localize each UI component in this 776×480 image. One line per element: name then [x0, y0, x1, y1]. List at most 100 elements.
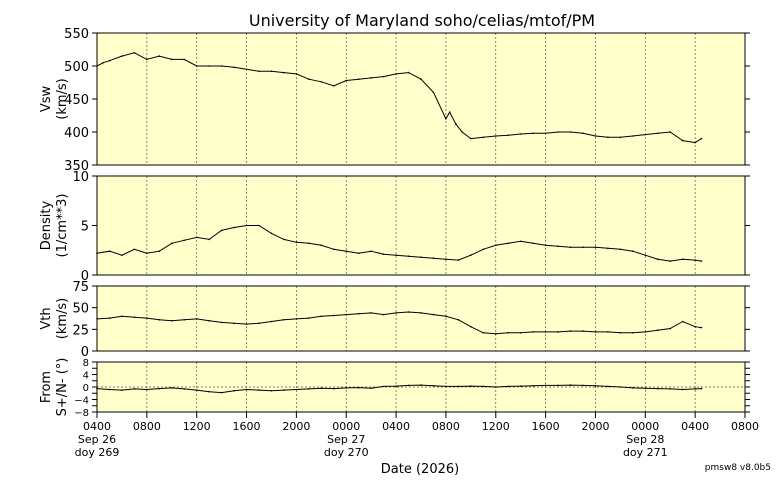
- x-tick-label: 1600: [532, 420, 560, 433]
- data-point: [171, 242, 173, 245]
- data-point: [308, 242, 310, 245]
- data-point: [445, 118, 447, 120]
- chart-panels: 350400450500550Vsw(km/s)0510Density(1/cm…: [39, 27, 750, 419]
- data-point: [283, 71, 285, 74]
- data-point: [432, 385, 435, 387]
- data-point: [607, 385, 609, 388]
- data-point: [270, 320, 273, 323]
- data-point: [669, 131, 671, 133]
- data-point: [669, 388, 671, 390]
- data-point: [482, 385, 485, 388]
- data-point: [308, 317, 310, 319]
- data-point: [220, 391, 223, 394]
- data-point: [357, 78, 360, 80]
- data-point: [195, 389, 198, 391]
- y-axis-label-line: Density: [39, 200, 54, 250]
- data-point: [333, 314, 335, 317]
- data-point: [532, 242, 534, 245]
- data-point: [644, 133, 647, 136]
- y-axis-label-line: Vsw: [39, 85, 54, 112]
- data-point: [133, 52, 136, 54]
- data-point: [700, 137, 703, 140]
- data-point: [569, 131, 572, 133]
- y-tick-label: 0: [83, 383, 89, 394]
- data-point: [258, 389, 260, 391]
- data-point: [121, 55, 123, 57]
- data-point: [345, 79, 348, 82]
- data-point: [544, 384, 547, 387]
- data-point: [569, 330, 572, 332]
- data-point: [295, 388, 298, 391]
- x-day-date-label: Sep 27: [327, 433, 365, 446]
- data-point: [283, 389, 285, 391]
- data-point: [245, 224, 248, 227]
- data-point: [470, 137, 472, 140]
- data-point: [208, 238, 210, 241]
- data-point: [681, 388, 684, 391]
- data-point: [582, 246, 584, 249]
- data-point: [133, 388, 136, 390]
- data-point: [544, 132, 547, 135]
- data-point: [457, 259, 460, 261]
- y-axis-label: FromS+/N- (°): [39, 358, 70, 417]
- data-point: [407, 311, 410, 313]
- data-point: [108, 59, 111, 62]
- data-point: [233, 66, 235, 69]
- data-point: [407, 71, 410, 74]
- data-point: [582, 132, 584, 135]
- data-point: [121, 254, 123, 256]
- data-point: [594, 246, 597, 249]
- data-point: [420, 256, 422, 259]
- data-point: [432, 313, 435, 316]
- data-point: [432, 91, 435, 94]
- data-point: [582, 330, 584, 332]
- y-tick-label: 25: [72, 323, 89, 338]
- data-point: [482, 248, 485, 251]
- data-point: [495, 332, 497, 335]
- x-tick-label: 0000: [332, 420, 360, 433]
- x-tick-label: 0400: [83, 420, 111, 433]
- x-tick-label: 0400: [681, 420, 709, 433]
- data-point: [320, 81, 323, 83]
- data-point: [461, 131, 463, 133]
- data-point: [694, 325, 696, 328]
- y-axis-label-line: (1/cm**3): [55, 194, 70, 258]
- data-point: [657, 329, 659, 332]
- data-point: [632, 332, 634, 334]
- data-point: [507, 385, 510, 388]
- data-point: [195, 65, 198, 67]
- data-point: [108, 250, 111, 252]
- data-point: [700, 326, 703, 329]
- data-point: [333, 248, 335, 251]
- panel-speed: 350 400 450 500 550 Vsw(km/s): [39, 27, 750, 174]
- data-point: [532, 132, 534, 135]
- data-point: [445, 258, 447, 261]
- data-point: [283, 319, 285, 321]
- series-line-density: [96, 225, 702, 262]
- data-point: [657, 258, 659, 261]
- data-point: [258, 70, 260, 73]
- data-point: [382, 75, 385, 78]
- data-point: [183, 319, 185, 321]
- x-axis-label: Date (2026): [381, 462, 459, 477]
- chart-title: University of Maryland soho/celias/mtof/…: [249, 11, 595, 30]
- data-point: [382, 313, 385, 316]
- y-axis-label: Vsw(km/s): [39, 78, 70, 120]
- y-axis-label: Vth(km/s): [39, 298, 70, 340]
- data-point: [370, 387, 373, 390]
- data-point: [644, 331, 647, 333]
- data-point: [283, 238, 285, 241]
- data-point: [700, 387, 703, 390]
- x-tick-label: 0400: [382, 420, 410, 433]
- data-point: [644, 254, 647, 256]
- data-point: [245, 68, 248, 71]
- y-tick-label: 0: [81, 269, 89, 284]
- data-point: [382, 253, 385, 255]
- data-point: [133, 248, 136, 251]
- y-tick-label: 0: [81, 345, 89, 360]
- y-tick-label: 50: [72, 302, 89, 317]
- data-point: [582, 384, 584, 387]
- data-point: [121, 315, 123, 318]
- data-point: [445, 385, 447, 388]
